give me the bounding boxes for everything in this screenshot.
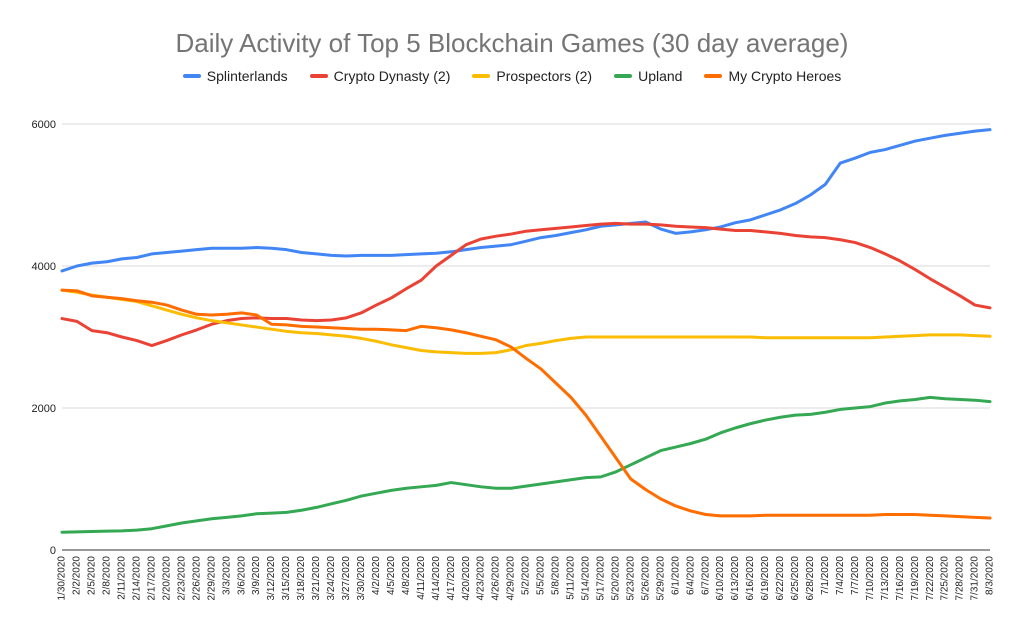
- x-tick-label: 5/17/2020: [595, 556, 606, 601]
- x-tick-label: 5/20/2020: [610, 556, 621, 601]
- x-tick-label: 7/7/2020: [850, 556, 861, 595]
- x-tick-label: 2/8/2020: [102, 556, 113, 595]
- x-tick-label: 7/28/2020: [955, 556, 966, 601]
- legend: Splinterlands Crypto Dynasty (2) Prospecto…: [0, 68, 1024, 84]
- x-tick-label: 3/6/2020: [236, 556, 247, 595]
- legend-swatch: [614, 74, 633, 78]
- x-tick-label: 5/11/2020: [566, 556, 577, 600]
- x-tick-label: 4/29/2020: [506, 556, 517, 601]
- x-tick-label: 6/22/2020: [775, 556, 786, 601]
- x-tick-label: 6/7/2020: [700, 556, 711, 595]
- chart-title: Daily Activity of Top 5 Blockchain Games…: [175, 28, 849, 58]
- x-tick-label: 2/23/2020: [176, 556, 187, 601]
- x-tick-label: 4/17/2020: [446, 556, 457, 601]
- legend-item: Upland: [614, 68, 682, 84]
- x-tick-label: 4/23/2020: [476, 556, 487, 601]
- x-tick-label: 7/13/2020: [880, 556, 891, 601]
- x-tick-label: 5/26/2020: [640, 556, 651, 601]
- x-tick-label: 5/29/2020: [655, 556, 666, 601]
- x-tick-label: 6/19/2020: [760, 556, 771, 601]
- x-tick-label: 2/5/2020: [87, 556, 98, 595]
- series-lines: [60, 128, 992, 534]
- series-line-my-crypto-heroes: [60, 288, 992, 520]
- x-tick-label: 2/2/2020: [72, 556, 83, 595]
- y-tick-label: 2000: [32, 403, 56, 415]
- legend-swatch: [309, 74, 328, 78]
- legend-item: Prospectors (2): [472, 68, 592, 84]
- y-tick-label: 4000: [32, 261, 56, 273]
- x-tick-label: 6/28/2020: [805, 556, 816, 601]
- legend-item: My Crypto Heroes: [704, 68, 841, 84]
- x-tick-label: 6/25/2020: [790, 556, 801, 601]
- y-tick-label: 6000: [32, 119, 56, 131]
- x-tick-label: 5/5/2020: [536, 556, 547, 595]
- series-line-crypto-dynasty-2: [60, 221, 992, 348]
- series-line-splinterlands: [60, 128, 992, 273]
- x-tick-label: 5/14/2020: [581, 556, 592, 601]
- legend-label: Upland: [638, 68, 683, 84]
- x-tick-label: 6/1/2020: [670, 556, 681, 595]
- y-axis-ticks: 0 2000 4000 6000: [32, 119, 56, 557]
- x-tick-label: 7/31/2020: [970, 556, 981, 601]
- x-tick-label: 4/26/2020: [491, 556, 502, 601]
- x-tick-label: 6/10/2020: [715, 556, 726, 601]
- x-tick-label: 3/27/2020: [341, 556, 352, 601]
- x-tick-label: 7/16/2020: [895, 556, 906, 601]
- x-tick-label: 3/9/2020: [251, 556, 262, 595]
- series-line-upland: [60, 395, 992, 534]
- x-tick-label: 2/17/2020: [146, 556, 157, 601]
- x-tick-label: 3/18/2020: [296, 556, 307, 601]
- x-tick-label: 2/14/2020: [131, 556, 142, 601]
- x-tick-label: 6/16/2020: [745, 556, 756, 601]
- y-tick-label: 0: [50, 545, 56, 557]
- legend-label: Crypto Dynasty (2): [333, 68, 451, 84]
- x-tick-label: 3/24/2020: [326, 556, 337, 601]
- legend-swatch: [472, 74, 491, 78]
- x-tick-label: 7/19/2020: [910, 556, 921, 601]
- x-axis-ticks: 1/30/2020 2/2/2020 2/5/2020 2/8/2020 2/11/20…: [57, 556, 996, 601]
- legend-label: My Crypto Heroes: [728, 68, 842, 84]
- x-tick-label: 7/4/2020: [835, 556, 846, 595]
- legend-item: Splinterlands: [182, 68, 288, 84]
- x-tick-label: 4/5/2020: [386, 556, 397, 595]
- x-tick-label: 3/12/2020: [266, 556, 277, 601]
- x-tick-label: 2/29/2020: [206, 556, 217, 601]
- series-line-prospectors-2: [60, 288, 992, 355]
- x-tick-label: 6/4/2020: [685, 556, 696, 595]
- x-tick-label: 3/15/2020: [281, 556, 292, 601]
- x-tick-label: 7/25/2020: [940, 556, 951, 601]
- legend-swatch: [704, 74, 723, 78]
- x-tick-label: 3/3/2020: [221, 556, 232, 595]
- x-tick-label: 5/23/2020: [625, 556, 636, 601]
- x-tick-label: 3/30/2020: [356, 556, 367, 601]
- x-tick-label: 4/2/2020: [371, 556, 382, 595]
- x-tick-label: 4/20/2020: [461, 556, 472, 601]
- gridlines: [62, 123, 990, 551]
- legend-label: Prospectors (2): [496, 68, 593, 84]
- x-tick-label: 3/21/2020: [311, 556, 322, 601]
- x-tick-label: 7/1/2020: [820, 556, 831, 595]
- x-tick-label: 4/8/2020: [401, 556, 412, 595]
- x-tick-label: 4/11/2020: [416, 556, 427, 600]
- x-tick-label: 8/3/2020: [985, 556, 996, 595]
- legend-item: Crypto Dynasty (2): [309, 68, 451, 84]
- x-tick-label: 5/8/2020: [551, 556, 562, 595]
- x-tick-label: 2/11/2020: [117, 556, 128, 600]
- x-tick-label: 7/10/2020: [865, 556, 876, 601]
- x-tick-label: 4/14/2020: [431, 556, 442, 601]
- x-tick-label: 2/20/2020: [161, 556, 172, 601]
- legend-swatch: [182, 74, 201, 78]
- x-tick-label: 2/26/2020: [191, 556, 202, 601]
- x-tick-label: 5/2/2020: [521, 556, 532, 595]
- x-tick-label: 6/13/2020: [730, 556, 741, 601]
- x-tick-label: 1/30/2020: [57, 556, 68, 601]
- x-tick-label: 7/22/2020: [925, 556, 936, 601]
- legend-label: Splinterlands: [206, 68, 288, 84]
